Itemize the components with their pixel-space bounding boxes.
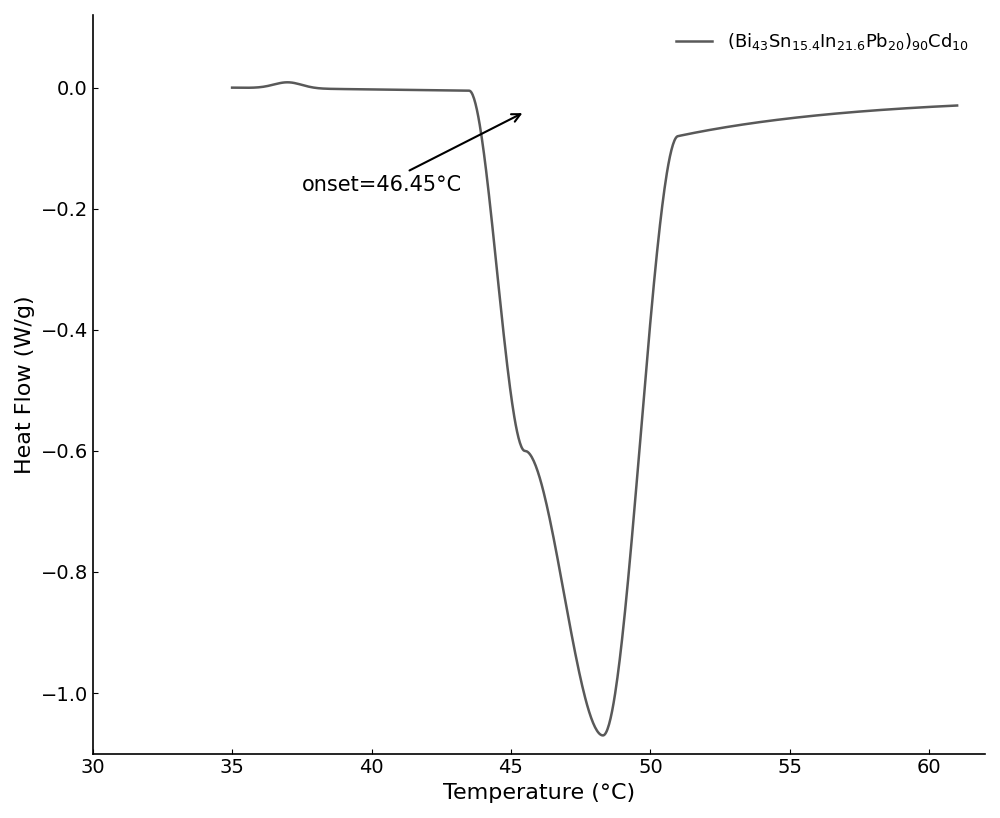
X-axis label: Temperature (°C): Temperature (°C) [443, 783, 635, 803]
Text: onset=46.45°C: onset=46.45°C [302, 115, 520, 195]
Y-axis label: Heat Flow (W/g): Heat Flow (W/g) [15, 295, 35, 474]
Legend: (Bi$_{43}$Sn$_{15.4}$In$_{21.6}$Pb$_{20}$)$_{90}$Cd$_{10}$: (Bi$_{43}$Sn$_{15.4}$In$_{21.6}$Pb$_{20}… [669, 24, 976, 60]
